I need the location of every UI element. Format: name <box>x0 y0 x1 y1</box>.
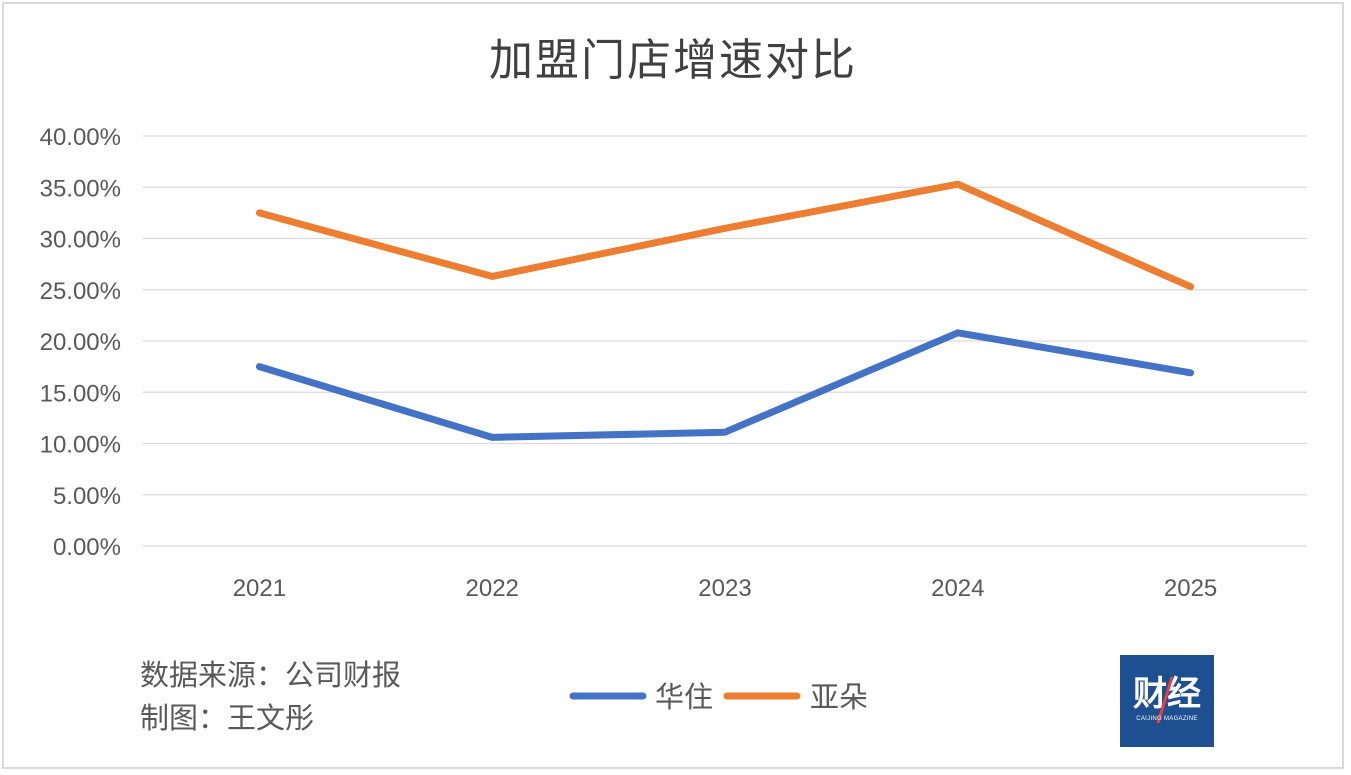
series-line-1 <box>255 180 1195 291</box>
y-tick-label: 35.00% <box>40 175 121 202</box>
y-axis-ticks: 0.00% 5.00% 10.00% 15.00% 20.00% 25.00% 30.00%… <box>40 124 121 561</box>
data-point <box>724 227 726 229</box>
data-point <box>1190 372 1192 374</box>
legend: 华住 亚朵 <box>569 680 868 714</box>
data-point <box>724 431 726 433</box>
caijing-logo: 财经 CAIJING MAGAZINE <box>1120 655 1214 747</box>
y-tick-label: 10.00% <box>40 432 121 459</box>
y-tick-label: 40.00% <box>40 124 121 151</box>
logo-subtext: CAIJING MAGAZINE <box>1136 716 1197 722</box>
data-source-note: 数据来源：公司财报 <box>140 658 401 692</box>
y-tick-label: 15.00% <box>40 380 121 407</box>
data-point <box>957 183 959 185</box>
x-tick-label: 2024 <box>931 575 984 602</box>
chart-author-note: 制图：王文彤 <box>140 701 314 735</box>
data-point <box>258 366 260 368</box>
data-point <box>1190 286 1192 288</box>
x-axis-ticks: 2021 2022 2023 2024 2025 <box>233 575 1218 602</box>
y-tick-label: 30.00% <box>40 227 121 254</box>
logo-background <box>1120 655 1214 747</box>
x-tick-label: 2023 <box>698 575 751 602</box>
gridlines <box>143 135 1307 547</box>
legend-label-yaduo: 亚朵 <box>810 680 868 714</box>
y-tick-label: 25.00% <box>40 278 121 305</box>
series-line-0 <box>255 329 1195 441</box>
series-lines <box>255 180 1195 441</box>
legend-label-huazhu: 华住 <box>655 680 713 714</box>
data-point <box>258 212 260 214</box>
data-point <box>957 332 959 334</box>
x-tick-label: 2025 <box>1164 575 1217 602</box>
x-tick-label: 2021 <box>233 575 286 602</box>
x-tick-label: 2022 <box>466 575 519 602</box>
y-tick-label: 5.00% <box>53 483 121 510</box>
logo-slash-icon <box>1156 676 1174 724</box>
chart-title: 加盟门店增速对比 <box>489 35 857 86</box>
data-point <box>491 436 493 438</box>
y-tick-label: 20.00% <box>40 329 121 356</box>
y-tick-label: 0.00% <box>53 534 121 561</box>
data-point <box>491 275 493 277</box>
